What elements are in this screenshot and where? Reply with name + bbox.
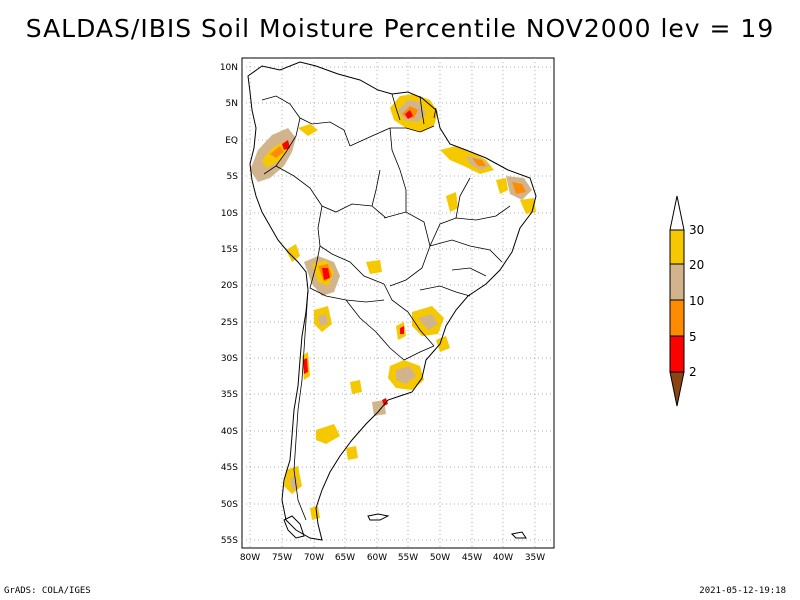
lon-tick-labels: 80W 75W 70W 65W 60W 55W 50W 45W 40W 35W xyxy=(240,553,545,563)
lat-tick: 20S xyxy=(221,281,238,291)
lon-tick: 50W xyxy=(430,553,450,563)
lon-tick: 60W xyxy=(367,553,387,563)
lat-tick: 30S xyxy=(221,354,238,364)
lat-tick: 50S xyxy=(221,500,238,510)
colorbar-bottom-arrow xyxy=(669,371,685,407)
colorbar-label: 30 xyxy=(689,223,704,237)
footer-timestamp: 2021-05-12-19:18 xyxy=(699,586,786,596)
colorbar-swatch-20-30 xyxy=(669,229,685,265)
colorbar-top-arrow xyxy=(669,195,685,231)
map-frame xyxy=(241,57,555,549)
colorbar-swatch-5-10 xyxy=(669,299,685,337)
colorbar-swatch-2-5 xyxy=(669,335,685,373)
map-title: SALDAS/IBIS Soil Moisture Percentile NOV… xyxy=(25,14,775,43)
lat-tick: 55S xyxy=(221,536,238,546)
footer-credit: GrADS: COLA/IGES xyxy=(4,586,91,596)
lat-tick: 5N xyxy=(226,99,238,109)
colorbar-label: 2 xyxy=(689,365,697,379)
lat-tick: 35S xyxy=(221,390,238,400)
lon-tick: 35W xyxy=(525,553,545,563)
percentile-shading xyxy=(250,94,536,520)
coastline xyxy=(247,61,537,541)
colorbar-swatch-10-20 xyxy=(669,263,685,301)
lat-tick: 15S xyxy=(221,245,238,255)
lat-tick: 45S xyxy=(221,463,238,473)
lon-tick: 55W xyxy=(398,553,418,563)
graticule xyxy=(242,58,554,548)
lon-tick: 80W xyxy=(240,553,260,563)
colorbar-label: 5 xyxy=(689,330,697,344)
country-borders xyxy=(261,93,511,521)
islands xyxy=(283,513,527,539)
lat-tick: 10S xyxy=(221,209,238,219)
lat-tick: 40S xyxy=(221,427,238,437)
lon-tick: 45W xyxy=(462,553,482,563)
lon-tick: 75W xyxy=(272,553,292,563)
lat-tick: 10N xyxy=(220,63,238,73)
lon-tick: 40W xyxy=(493,553,513,563)
colorbar: 30 20 10 5 2 xyxy=(669,195,704,407)
colorbar-label: 10 xyxy=(689,294,704,308)
lat-tick: 25S xyxy=(221,318,238,328)
lon-tick: 70W xyxy=(304,553,324,563)
lat-tick-labels: 10N 5N EQ 5S 10S 15S 20S 25S 30S 35S 40S… xyxy=(220,63,238,546)
lat-tick: EQ xyxy=(225,136,238,146)
lat-tick: 5S xyxy=(227,172,239,182)
lon-tick: 65W xyxy=(335,553,355,563)
colorbar-label: 20 xyxy=(689,258,704,272)
